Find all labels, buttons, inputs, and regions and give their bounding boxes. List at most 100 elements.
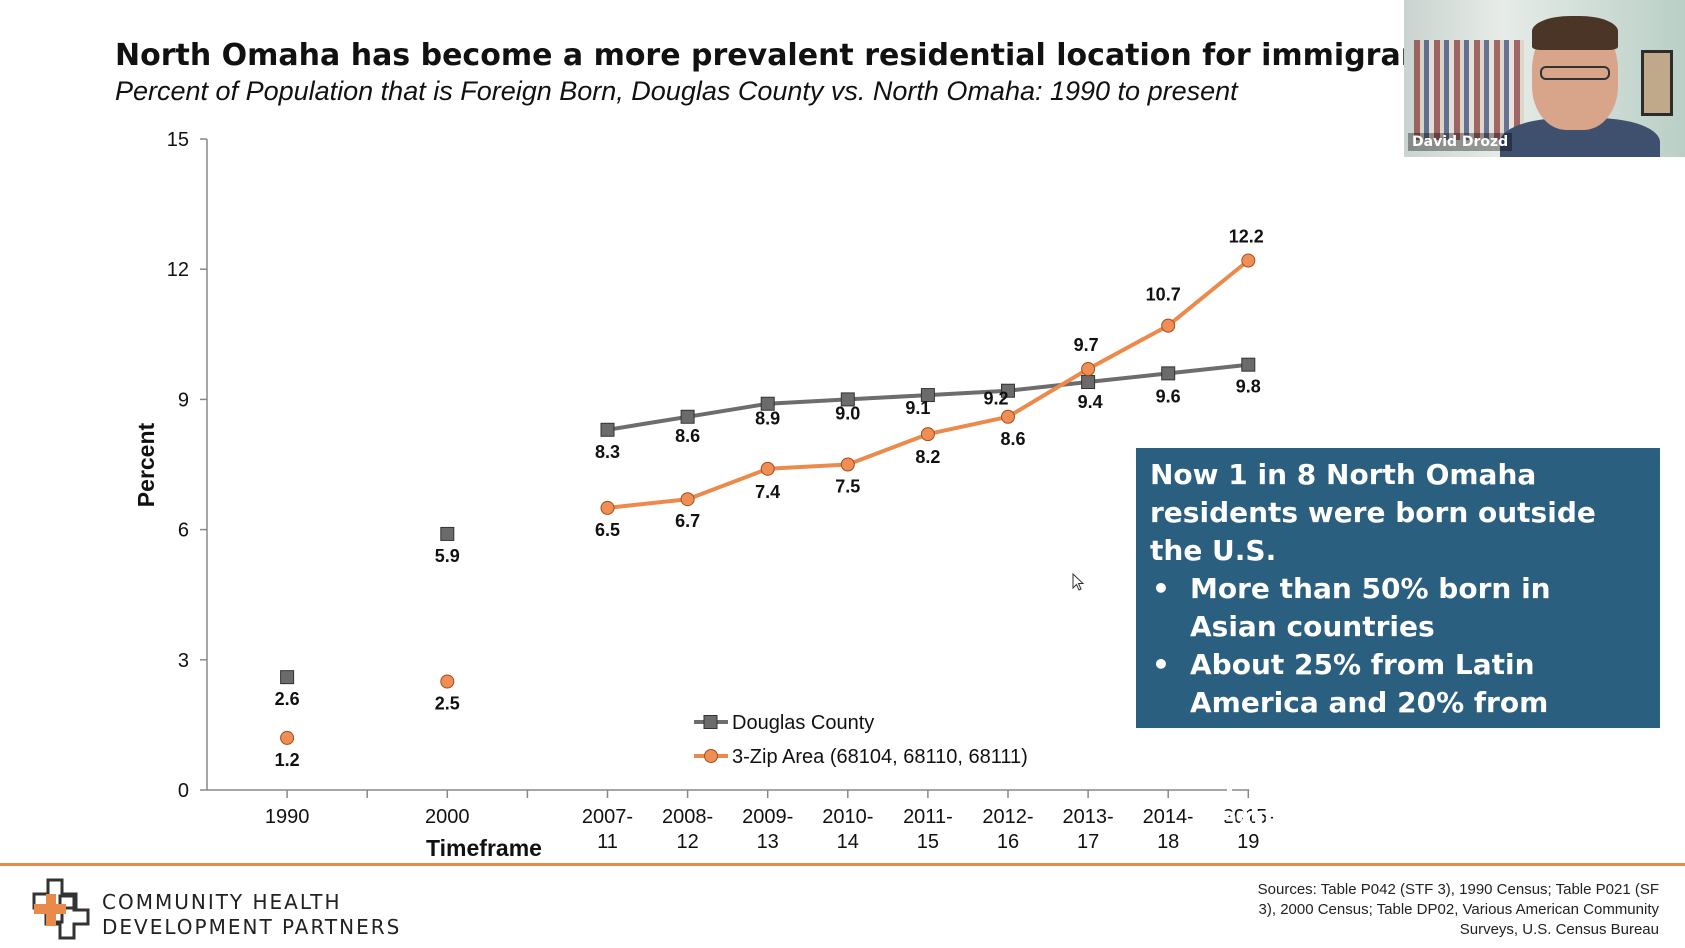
y-tick-label: 12 (167, 259, 189, 281)
three-zip-area-data-label: 8.2 (915, 447, 940, 467)
three-zip-area-data-label: 1.2 (275, 750, 300, 770)
data-labels: 2.6 5.9 8.3 8.6 8.9 9.0 9.1 9.2 9.4 9.6 9.8 1.2 2.5 6… (275, 227, 1264, 770)
x-tick-label: 1990 (265, 806, 310, 828)
three-zip-area-data-label: 8.6 (1000, 429, 1025, 449)
douglas-county-data-label: 9.0 (835, 403, 860, 423)
x-tick-label: 2009- (742, 806, 793, 828)
douglas-county-point (920, 388, 935, 403)
three-zip-area-data-label: 7.4 (755, 482, 780, 502)
three-zip-area-data-label: 7.5 (835, 477, 860, 497)
y-axis-title: Percent (133, 422, 159, 507)
callout-bullet-list: More than 50% born in Asian countries Ab… (1150, 570, 1646, 836)
mouse-pointer-icon (1072, 573, 1085, 591)
three-zip-area-data-label: 10.7 (1146, 285, 1181, 305)
participant-hair (1532, 16, 1618, 50)
organization-name-line1: COMMUNITY HEALTH (102, 890, 342, 914)
y-tick-label: 3 (178, 650, 189, 672)
organization-name: COMMUNITY HEALTH DEVELOPMENT PARTNERS (102, 890, 401, 940)
three-zip-area-point (1161, 318, 1176, 333)
x-tick-label: 2012- (982, 806, 1033, 828)
x-tick-label: 2013- (1063, 806, 1114, 828)
y-tick-label: 6 (178, 520, 189, 542)
douglas-county-point (440, 526, 455, 541)
three-zip-area-point (1081, 362, 1096, 377)
participant-video-tile[interactable]: David Drozd (1404, 0, 1685, 157)
x-tick-label: 19 (1237, 831, 1259, 853)
x-tick-label: 2010- (822, 806, 873, 828)
callout-bullet: About 25% from Latin America and 20% fro… (1150, 646, 1646, 760)
y-tick-label: 0 (178, 780, 189, 802)
douglas-county-point (1241, 357, 1256, 372)
douglas-county-point (680, 409, 695, 424)
wall-picture-frame (1641, 50, 1673, 116)
douglas-county-data-label: 9.4 (1078, 392, 1103, 412)
douglas-county-point (1161, 366, 1176, 381)
x-tick-label: 17 (1077, 831, 1099, 853)
douglas-county-data-label: 9.2 (983, 389, 1008, 409)
three-zip-area-data-label: 12.2 (1229, 227, 1264, 247)
series-markers (280, 253, 1256, 745)
douglas-county-data-label: 5.9 (435, 546, 460, 566)
x-tick-label: 14 (837, 831, 859, 853)
three-zip-area-point (440, 674, 455, 689)
three-zip-area-point (1001, 409, 1015, 424)
sources-note: Sources: Table P042 (STF 3), 1990 Census… (1257, 881, 1659, 938)
callout-bullet: More than 50% born in Asian countries (1150, 570, 1646, 646)
douglas-county-point (1081, 375, 1096, 390)
organization-name-line2: DEVELOPMENT PARTNERS (102, 915, 402, 939)
douglas-county-data-label: 9.6 (1156, 386, 1181, 406)
callout-headline: Now 1 in 8 North Omaha residents were bo… (1150, 458, 1596, 567)
douglas-county-data-label: 9.8 (1236, 377, 1261, 397)
three-zip-area-point (920, 427, 935, 442)
douglas-county-data-label: 8.3 (595, 442, 620, 462)
y-tick-label: 15 (167, 129, 189, 151)
chart-axes: 0 3 6 9 12 15 1990 2000 2007- 11 2008- 12 2009- 13 201… (133, 129, 1274, 861)
callout-bullet: Top 3: Burma, Thailand, Mexico (1150, 760, 1646, 836)
legend-circle-marker (704, 749, 718, 763)
participant-name-label: David Drozd (1408, 133, 1513, 151)
three-zip-area-data-label: 2.5 (435, 694, 460, 714)
douglas-county-data-label: 8.9 (755, 409, 780, 429)
douglas-county-point (600, 422, 615, 437)
footer-divider (0, 863, 1685, 866)
x-tick-label: 2007- (582, 806, 633, 828)
chdp-logo-icon (32, 878, 90, 940)
douglas-county-data-label: 9.1 (905, 398, 930, 418)
three-zip-area-data-label: 9.7 (1074, 335, 1099, 355)
legend-entry-label: 3-Zip Area (68104, 68110, 68111) (732, 746, 1028, 768)
douglas-county-point (760, 396, 775, 411)
x-tick-label: 2008- (662, 806, 713, 828)
three-zip-area-point (280, 730, 295, 745)
x-axis-title: Timeframe (426, 835, 542, 861)
x-tick-label: 18 (1157, 831, 1179, 853)
douglas-county-point (1001, 383, 1015, 398)
x-tick-label: 2000 (425, 806, 470, 828)
three-zip-area-point (1241, 253, 1256, 268)
slide-subtitle: Percent of Population that is Foreign Bo… (115, 76, 1238, 106)
three-zip-area-data-label: 6.5 (595, 520, 620, 540)
douglas-county-data-label: 8.6 (675, 426, 700, 446)
x-tick-label: 2011- (903, 806, 953, 828)
three-zip-area-point (840, 457, 855, 472)
legend-entry-label: Douglas County (732, 712, 874, 734)
douglas-county-point (840, 392, 855, 407)
douglas-county-point (280, 670, 295, 685)
key-findings-callout: Now 1 in 8 North Omaha residents were bo… (1136, 448, 1660, 833)
y-tick-label: 9 (178, 389, 189, 411)
three-zip-area-point (600, 500, 615, 515)
participant-glasses (1540, 66, 1610, 80)
douglas-county-data-label: 2.6 (275, 689, 300, 709)
legend-square-marker (703, 715, 718, 729)
three-zip-area-data-label: 6.7 (675, 511, 700, 531)
three-zip-area-point (680, 492, 695, 507)
x-tick-label: 13 (757, 831, 779, 853)
x-tick-label: 11 (597, 831, 618, 853)
three-zip-area-point (760, 461, 775, 476)
slide-title: North Omaha has become a more prevalent … (115, 38, 1455, 73)
bookshelf-background (1414, 40, 1524, 140)
chart-legend: Douglas County 3-Zip Area (68104, 68110, … (694, 712, 1028, 768)
x-tick-label: 15 (917, 831, 939, 853)
x-tick-label: 12 (676, 831, 698, 853)
x-tick-label: 16 (997, 831, 1019, 853)
